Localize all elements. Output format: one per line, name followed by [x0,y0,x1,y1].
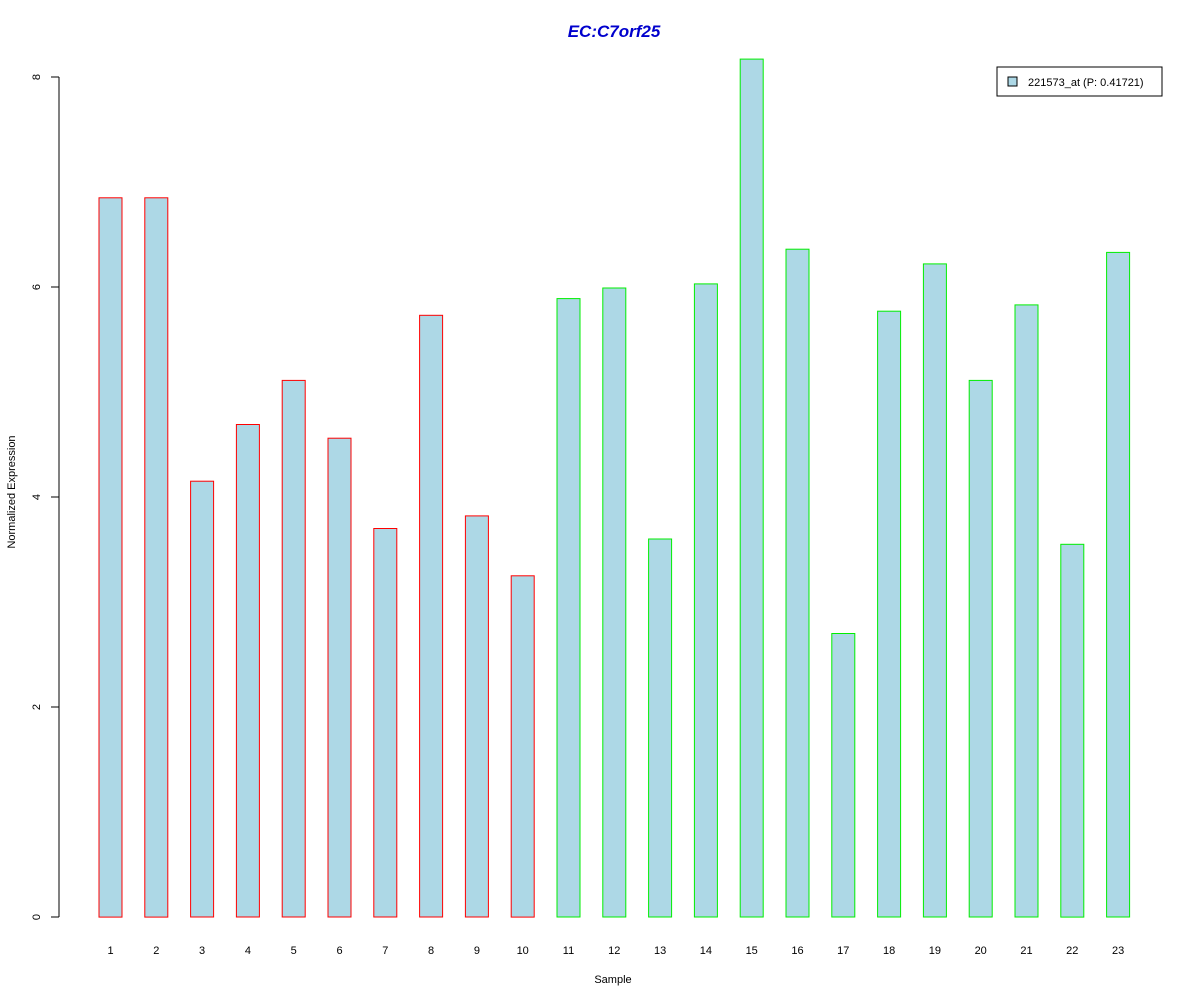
x-tick-label: 20 [975,945,987,957]
x-tick-label: 12 [608,945,620,957]
bar-sample-9 [464,515,489,918]
x-tick-label: 9 [474,945,480,957]
y-ticks: 0 2 4 6 8 [31,74,59,920]
x-tick-label: 21 [1020,945,1032,957]
legend-label: 221573_at (P: 0.41721) [1028,77,1144,89]
bar-sample-21 [1014,304,1039,918]
x-tick-labels: 1 2 3 4 5 6 7 8 9 10 11 12 13 14 15 16 17 18 19 20 21 22 23 [107,945,1124,957]
bar-sample-6 [327,437,352,918]
y-tick-label: 2 [31,704,43,710]
x-tick-label: 7 [382,945,388,957]
legend: 221573_at (P: 0.41721) [996,66,1163,97]
x-tick-label: 13 [654,945,666,957]
x-tick-label: 2 [153,945,159,957]
x-tick-label: 17 [837,945,849,957]
bar-sample-18 [877,310,902,918]
y-tick-label: 0 [31,914,43,920]
x-tick-label: 18 [883,945,895,957]
bar-sample-8 [419,314,444,918]
bars [98,58,1131,918]
x-tick-label: 8 [428,945,434,957]
x-tick-label: 19 [929,945,941,957]
legend-swatch [1007,76,1018,87]
bar-sample-7 [373,528,398,918]
bar-sample-19 [922,263,947,918]
bar-sample-14 [693,283,718,918]
y-tick-label: 4 [31,494,43,500]
bar-sample-5 [281,379,306,918]
x-tick-label: 6 [336,945,342,957]
x-tick-label: 1 [107,945,113,957]
bar-sample-17 [831,633,856,918]
chart-title: EC:C7orf25 [568,22,661,41]
x-tick-label: 4 [245,945,251,957]
bar-sample-22 [1060,543,1085,918]
x-tick-label: 14 [700,945,712,957]
y-tick-label: 6 [31,284,43,290]
x-axis-label: Sample [594,974,631,986]
x-tick-label: 10 [517,945,529,957]
bar-sample-11 [556,298,581,918]
x-tick-label: 5 [291,945,297,957]
y-tick-label: 8 [31,74,43,80]
bar-sample-20 [968,379,993,918]
bar-sample-23 [1106,251,1131,918]
x-tick-label: 22 [1066,945,1078,957]
bar-sample-16 [785,248,810,918]
x-tick-label: 11 [563,945,574,957]
bar-sample-3 [190,480,215,918]
bar-sample-15 [739,58,764,918]
x-tick-label: 15 [746,945,758,957]
bar-sample-4 [235,424,260,918]
x-tick-label: 16 [791,945,803,957]
y-axis-label: Normalized Expression [6,435,18,548]
legend-box [996,66,1163,97]
x-tick-label: 23 [1112,945,1124,957]
bar-sample-12 [602,287,627,918]
x-tick-label: 3 [199,945,205,957]
y-axis: 0 2 4 6 8 [31,74,60,920]
bar-sample-2 [144,197,169,918]
bar-sample-1 [98,197,123,918]
bar-sample-13 [648,538,673,918]
bar-sample-10 [510,575,535,918]
